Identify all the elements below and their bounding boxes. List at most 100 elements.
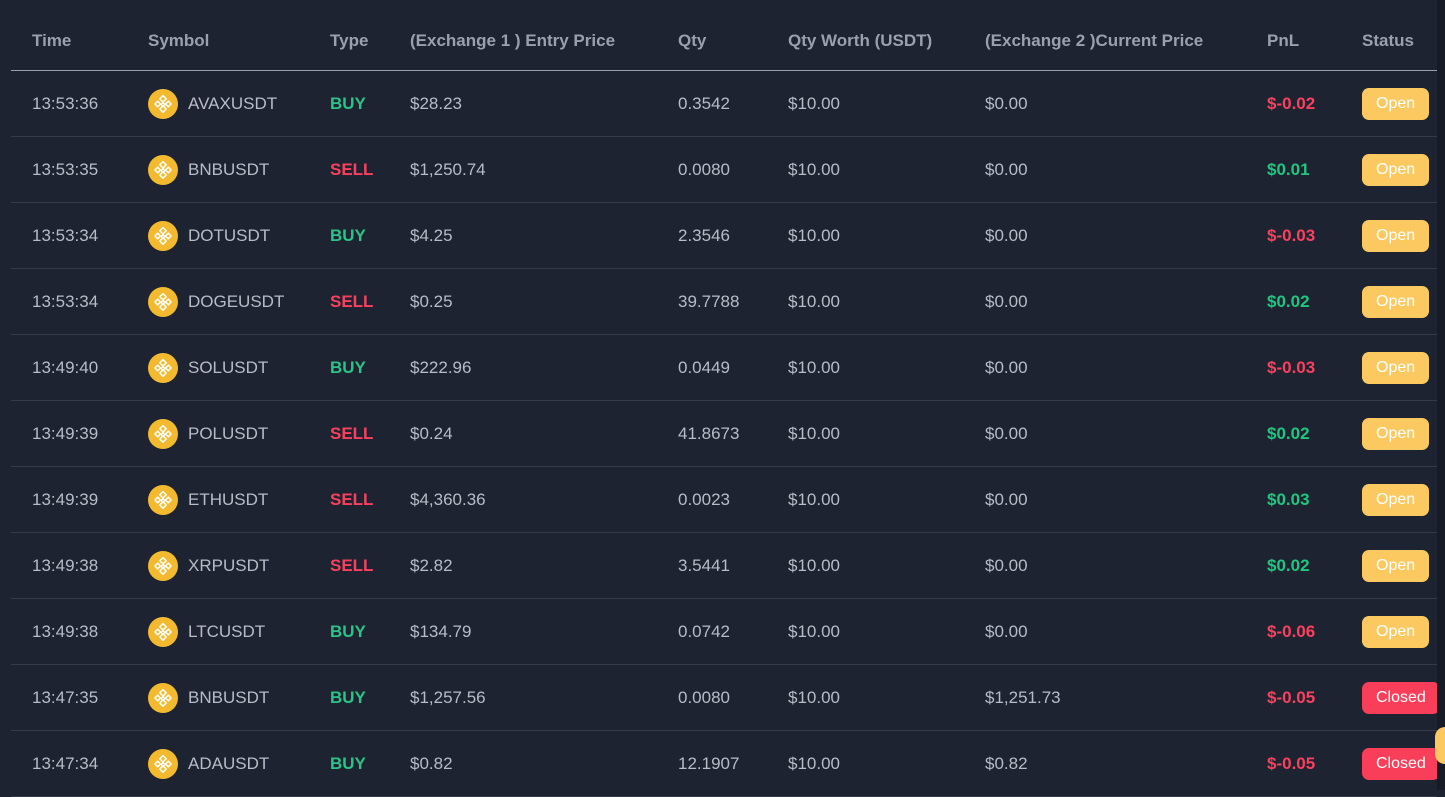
trade-type: BUY [330,225,366,245]
status-cell: Open [1355,219,1437,252]
status-cell: Open [1355,483,1437,516]
column-header-qty: Qty [678,31,707,50]
pnl-value: $-0.05 [1267,687,1316,707]
entry-price: $0.24 [410,423,453,443]
floating-action-button[interactable] [1435,727,1445,764]
qty-worth: $10.00 [788,489,840,509]
symbol-label: BNBUSDT [188,687,270,707]
quantity: 0.0449 [678,357,730,377]
symbol-label: ETHUSDT [188,489,269,509]
status-cell: Open [1355,417,1437,450]
pnl-value: $0.02 [1267,423,1310,443]
trade-type: SELL [330,489,374,509]
bnb-coin-icon [148,550,178,581]
quantity: 0.3542 [678,93,730,113]
qty-worth: $10.00 [788,357,840,377]
trade-time: 13:49:40 [32,357,99,377]
entry-price: $1,257.56 [410,687,486,707]
status-badge[interactable]: Closed [1362,681,1437,714]
qty-worth: $10.00 [788,225,840,245]
status-badge[interactable]: Open [1362,615,1430,648]
trade-time: 13:49:39 [32,423,99,443]
qty-worth: $10.00 [788,621,840,641]
quantity: 12.1907 [678,753,740,773]
pnl-value: $-0.03 [1267,357,1316,377]
quantity: 0.0023 [678,489,730,509]
status-badge[interactable]: Open [1362,417,1430,450]
column-header-qty-worth: Qty Worth (USDT) [788,31,933,50]
entry-price: $222.96 [410,357,472,377]
pnl-value: $-0.02 [1267,93,1316,113]
qty-worth: $10.00 [788,291,840,311]
right-edge-shade [1437,0,1445,790]
current-price: $1,251.73 [985,687,1061,707]
column-header-symbol: Symbol [148,31,210,50]
symbol-cell: DOTUSDT [148,220,330,251]
status-badge[interactable]: Closed [1362,747,1437,780]
symbol-cell: BNBUSDT [148,682,330,713]
column-header-entry-price: (Exchange 1 ) Entry Price [410,31,616,50]
status-cell: Open [1355,549,1437,582]
table-row: 13:49:39 POLUSDT SELL $0.24 41.8673 $1 [11,401,1437,467]
quantity: 41.8673 [678,423,740,443]
status-badge[interactable]: Open [1362,285,1430,318]
symbol-label: BNBUSDT [188,159,270,179]
entry-price: $0.25 [410,291,453,311]
symbol-label: DOGEUSDT [188,291,285,311]
table-row: 13:53:36 AVAXUSDT BUY $28.23 0.3542 $1 [11,71,1437,137]
table-row: 13:47:34 ADAUSDT BUY $0.82 12.1907 $10 [11,731,1437,797]
entry-price: $1,250.74 [410,159,486,179]
table-row: 13:49:39 ETHUSDT SELL $4,360.36 0.0023 [11,467,1437,533]
symbol-label: AVAXUSDT [188,93,278,113]
trade-type: BUY [330,687,366,707]
status-cell: Open [1355,87,1437,120]
table-row: 13:53:34 DOGEUSDT SELL $0.25 39.7788 $ [11,269,1437,335]
status-badge[interactable]: Open [1362,87,1430,120]
trade-time: 13:53:36 [32,93,99,113]
qty-worth: $10.00 [788,93,840,113]
status-badge[interactable]: Open [1362,153,1430,186]
trade-time: 13:53:34 [32,291,99,311]
qty-worth: $10.00 [788,687,840,707]
symbol-cell: ADAUSDT [148,748,330,779]
pnl-value: $-0.03 [1267,225,1316,245]
trade-type: BUY [330,753,366,773]
column-header-status: Status [1362,31,1414,50]
entry-price: $4.25 [410,225,453,245]
entry-price: $0.82 [410,753,453,773]
qty-worth: $10.00 [788,423,840,443]
status-badge[interactable]: Open [1362,549,1430,582]
table-row: 13:53:35 BNBUSDT SELL $1,250.74 0.0080 [11,137,1437,203]
entry-price: $4,360.36 [410,489,486,509]
pnl-value: $0.01 [1267,159,1310,179]
pnl-value: $0.02 [1267,291,1310,311]
trade-time: 13:47:34 [32,753,99,773]
symbol-cell: SOLUSDT [148,352,330,383]
bnb-coin-icon [148,682,178,713]
symbol-label: SOLUSDT [188,357,269,377]
symbol-cell: DOGEUSDT [148,286,330,317]
quantity: 0.0742 [678,621,730,641]
current-price: $0.82 [985,753,1028,773]
symbol-cell: POLUSDT [148,418,330,449]
trade-time: 13:49:38 [32,555,99,575]
quantity: 2.3546 [678,225,730,245]
qty-worth: $10.00 [788,555,840,575]
status-cell: Closed [1355,747,1437,780]
status-badge[interactable]: Open [1362,219,1430,252]
current-price: $0.00 [985,291,1028,311]
trade-time: 13:47:35 [32,687,99,707]
entry-price: $2.82 [410,555,453,575]
column-header-time: Time [32,31,72,50]
status-badge[interactable]: Open [1362,351,1430,384]
pnl-value: $0.02 [1267,555,1310,575]
current-price: $0.00 [985,159,1028,179]
trade-type: SELL [330,555,374,575]
symbol-cell: BNBUSDT [148,154,330,185]
bnb-coin-icon [148,748,178,779]
status-badge[interactable]: Open [1362,483,1430,516]
symbol-label: POLUSDT [188,423,269,443]
current-price: $0.00 [985,357,1028,377]
trade-time: 13:49:38 [32,621,99,641]
trade-time: 13:49:39 [32,489,99,509]
